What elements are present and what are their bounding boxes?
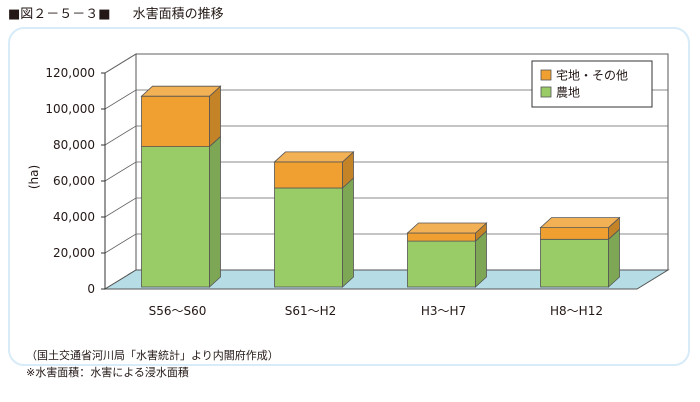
bar-segment	[407, 230, 487, 288]
bar-segment	[140, 85, 222, 148]
y-tick-label: 100,000	[45, 102, 95, 116]
source-notes: （国土交通省河川局「水害統計」より内閣府作成） ※水害面積：水害による浸水面積	[26, 347, 686, 381]
figure-title: 水害面積の推移	[132, 7, 224, 22]
bar-side	[342, 177, 354, 288]
gridline	[104, 197, 668, 218]
bar-front	[407, 232, 476, 242]
bar-segment	[273, 150, 355, 189]
bar-front	[407, 240, 476, 288]
chart-bars	[140, 85, 621, 288]
y-axis-ticks: 0 20,000 40,000 60,000 80,000 100,000 120,000	[45, 66, 106, 296]
bar-segment	[406, 222, 488, 243]
figure-label: ■図２－５－３■	[8, 7, 111, 22]
bar-top	[539, 217, 621, 229]
bar-front	[274, 161, 343, 189]
source-note: （国土交通省河川局「水害統計」より内閣府作成）	[26, 349, 279, 362]
x-tick-label: S61～H2	[285, 304, 337, 318]
gridline	[104, 89, 668, 110]
bar-top	[273, 151, 355, 163]
x-tick-label: S56～S60	[149, 304, 207, 318]
x-axis-ticks: S56～S60 S61～H2 H3～H7 H8～H12	[149, 304, 603, 318]
bar-top	[406, 222, 488, 234]
x-tick-label: H3～H7	[421, 304, 466, 318]
y-tick-label: 40,000	[53, 210, 95, 224]
legend-swatch	[540, 86, 552, 98]
chart-gridlines	[104, 53, 668, 254]
bar-segment	[540, 228, 620, 288]
chart-floor	[103, 269, 670, 290]
gridline	[104, 161, 668, 182]
definition-note: ※水害面積：水害による浸水面積	[26, 366, 189, 379]
bar-side	[209, 85, 221, 148]
y-tick-label: 20,000	[53, 246, 95, 260]
y-tick-label: 120,000	[45, 66, 95, 80]
gridline	[104, 233, 668, 254]
bar-segment	[274, 177, 354, 288]
bar-front	[141, 146, 210, 288]
bar-top	[140, 85, 222, 97]
bar-segment	[141, 135, 221, 288]
bar-side	[209, 135, 221, 288]
x-tick-label: H8～H12	[550, 304, 603, 318]
figure-header: ■図２－５－３■ 水害面積の推移	[8, 6, 692, 24]
y-tick-label: 60,000	[53, 174, 95, 188]
bar-front	[540, 238, 609, 288]
bar-front	[141, 95, 210, 147]
bar-front	[540, 227, 609, 240]
legend-label: 宅地・その他	[556, 68, 628, 83]
y-axis-label: (ha)	[27, 165, 41, 189]
bar-front	[274, 187, 343, 288]
gridline	[104, 53, 668, 74]
y-tick-label: 80,000	[53, 138, 95, 152]
chart-floor-plane	[103, 269, 670, 290]
legend-label: 農地	[556, 86, 580, 100]
gridline	[104, 125, 668, 146]
legend-swatch	[540, 69, 552, 81]
y-tick-label: 0	[87, 282, 95, 296]
bar-segment	[539, 216, 621, 241]
